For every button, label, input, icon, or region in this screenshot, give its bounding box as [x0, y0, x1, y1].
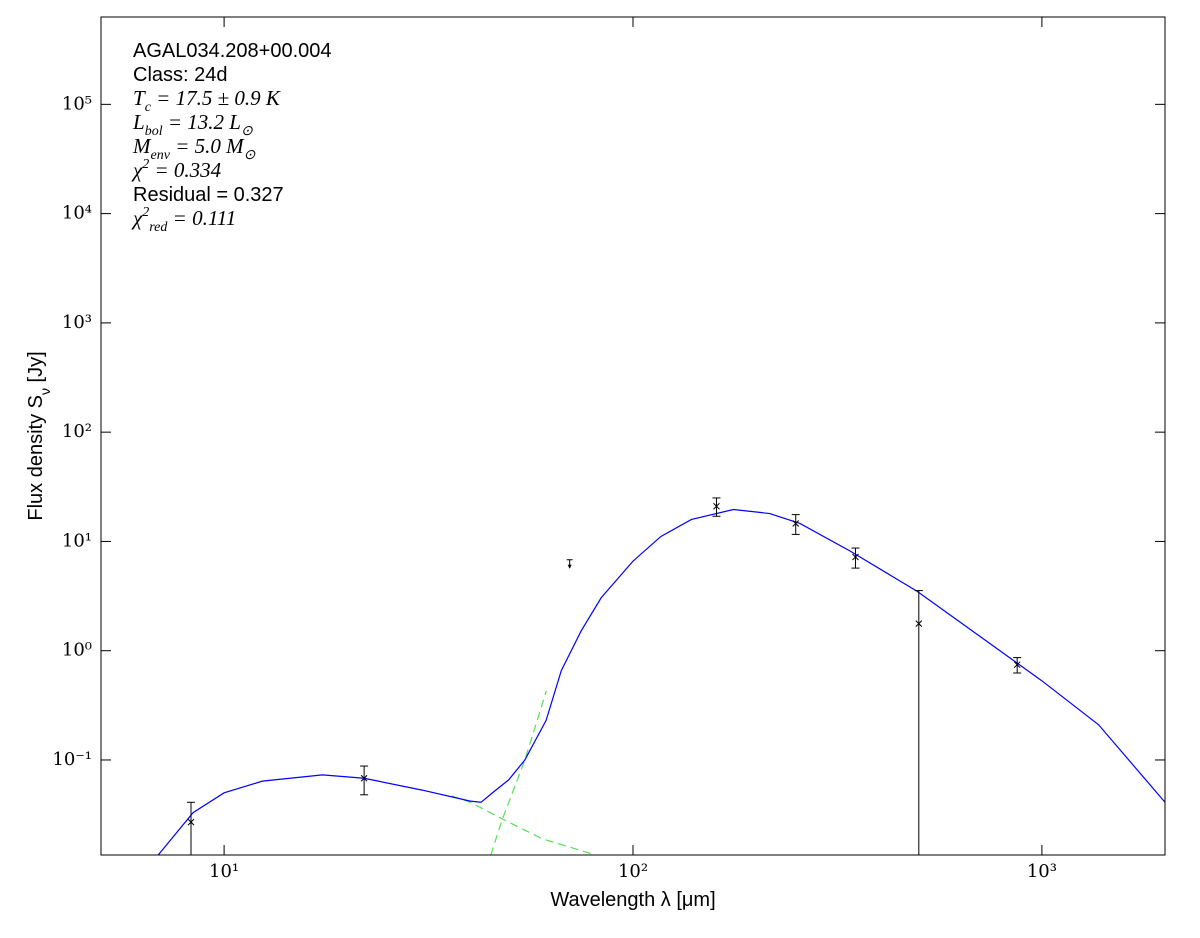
x-tick-label: 10² [618, 861, 648, 882]
y-tick-label: 10⁰ [62, 640, 92, 661]
x-axis-label: Wavelength λ [μm] [550, 889, 715, 911]
annotation: Tc = 17.5 ± 0.9 K [133, 86, 281, 115]
annotation: χ2red = 0.111 [131, 205, 236, 235]
y-tick-label: 10³ [62, 312, 92, 333]
plot-area [157, 497, 1165, 855]
text-part: red [149, 220, 168, 235]
text-part: 2 [142, 205, 149, 220]
upper-limit-arrow [567, 564, 572, 569]
y-tick-label: 10¹ [62, 530, 92, 551]
y-tick-label: 10⁴ [62, 203, 92, 224]
data-point [187, 818, 195, 826]
text-part: env [151, 148, 171, 163]
text-part: ⊙ [241, 124, 253, 139]
y-axis-label: Flux density Sν [Jy] [25, 351, 53, 520]
data-point [713, 502, 720, 510]
text-part: S [25, 395, 47, 408]
annotation: Residual = 0.327 [133, 184, 284, 206]
text-part: L [132, 110, 145, 134]
text-part: = 0.334 [149, 158, 221, 182]
text-part: bol [145, 124, 163, 139]
text-part: Class: 24d [133, 64, 228, 86]
annotation: Class: 24d [133, 64, 228, 86]
y-tick-label: 10⁻¹ [52, 749, 92, 770]
text-part: = 17.5 ± 0.9 K [151, 86, 281, 110]
text-part: ⊙ [244, 148, 256, 163]
y-tick-label: 10⁵ [62, 93, 92, 114]
text-part: 2 [142, 157, 149, 172]
text-part: Residual = 0.327 [133, 184, 284, 206]
y-tick-label: 10² [62, 421, 92, 442]
annotation: Menv = 5.0 M⊙ [132, 134, 256, 163]
data-point [852, 553, 859, 561]
annotation: AGAL034.208+00.004 [133, 40, 332, 62]
model-component [490, 690, 547, 855]
data-point [792, 520, 800, 527]
text-part: T [133, 86, 146, 110]
text-part: = 13.2 L [163, 110, 241, 134]
x-tick-label: 10³ [1027, 861, 1057, 882]
text-part: c [145, 100, 152, 115]
x-tick-label: 10¹ [209, 861, 239, 882]
data-point [915, 620, 923, 627]
text-part: M [132, 134, 152, 158]
text-part: χ [131, 158, 143, 182]
text-part: ν [37, 388, 53, 395]
text-part: = 0.111 [167, 206, 236, 230]
data-point [1013, 661, 1021, 669]
text-part: AGAL034.208+00.004 [133, 40, 332, 62]
text-part: [Jy] [25, 351, 47, 388]
annotation: Lbol = 13.2 L⊙ [132, 110, 253, 139]
text-part: χ [131, 206, 143, 230]
text-part: = 5.0 M [170, 134, 245, 158]
annotation: χ2 = 0.334 [131, 157, 222, 182]
model-total [157, 508, 1165, 855]
text-part: Flux density [25, 408, 47, 520]
data-point [360, 774, 368, 782]
